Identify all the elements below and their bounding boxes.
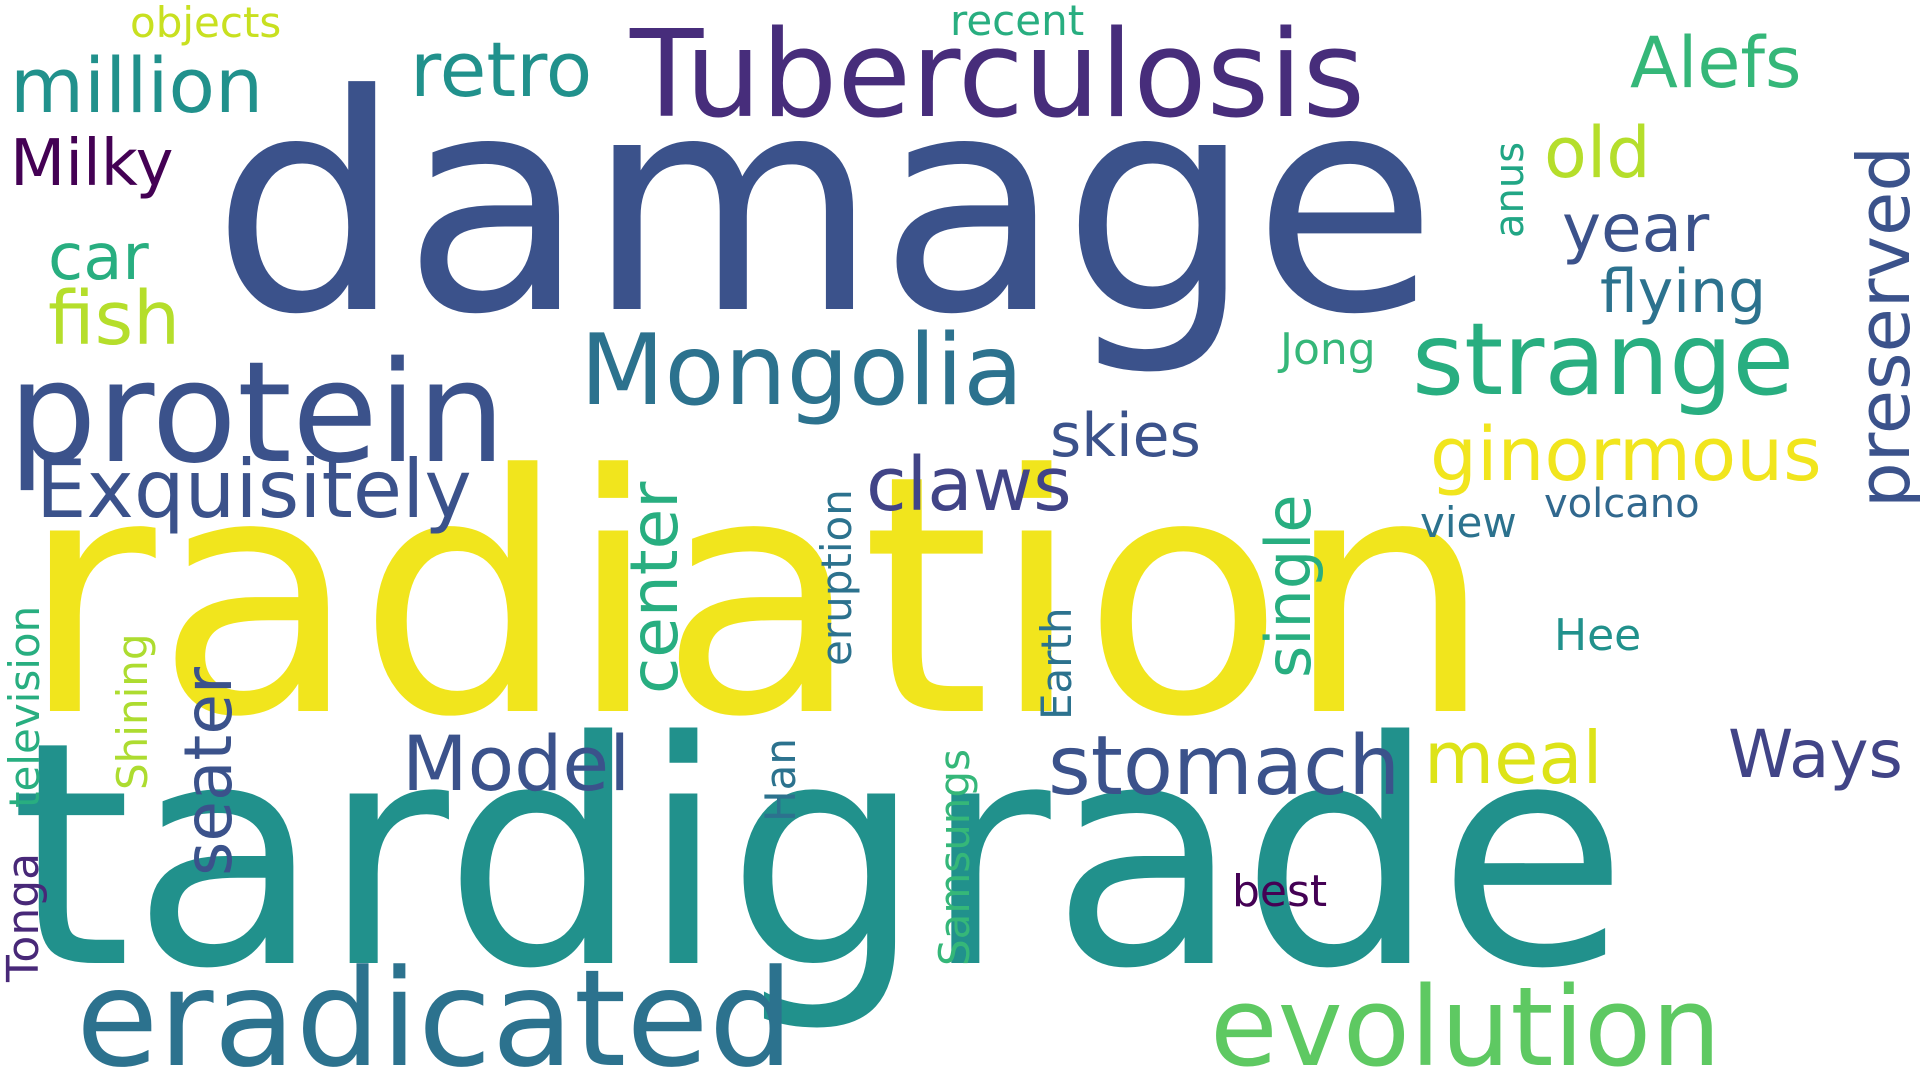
word-skies: skies	[1050, 401, 1201, 471]
word-alefs: Alefs	[1630, 22, 1802, 104]
word-samsungs: Samsungs	[930, 749, 979, 966]
word-jong: Jong	[1280, 324, 1376, 375]
word-old: old	[1544, 112, 1651, 194]
word-view: view	[1420, 498, 1517, 547]
word-protein: protein	[8, 332, 506, 495]
word-flying: flying	[1600, 257, 1767, 327]
word-television: television	[0, 605, 49, 808]
word-ginormous: ginormous	[1430, 412, 1822, 498]
word-evolution: evolution	[1210, 963, 1722, 1080]
word-single: single	[1252, 494, 1325, 678]
word-earth: Earth	[1032, 607, 1081, 720]
word-fish: fish	[48, 276, 181, 362]
word-meal: meal	[1424, 716, 1603, 800]
word-model: Model	[402, 719, 631, 808]
word-hee: Hee	[1554, 610, 1642, 661]
word-retro: retro	[410, 25, 593, 114]
word-milky: Milky	[10, 127, 174, 201]
word-center: center	[616, 481, 693, 694]
word-han: Han	[756, 738, 805, 822]
word-claws: claws	[866, 442, 1072, 528]
word-car: car	[48, 221, 149, 295]
word-objects: objects	[130, 0, 282, 47]
word-tuberculosis: Tuberculosis	[630, 6, 1365, 145]
word-best: best	[1232, 866, 1328, 917]
word-anus: anus	[1487, 141, 1533, 238]
word-million: million	[10, 41, 264, 130]
word-eruption: eruption	[812, 489, 861, 666]
word-year: year	[1562, 190, 1710, 267]
word-recent: recent	[950, 0, 1085, 45]
word-strange: strange	[1412, 301, 1795, 418]
word-tonga: Tonga	[0, 852, 49, 982]
word-exquisitely: Exquisitely	[36, 443, 472, 536]
word-radiation: radiation	[20, 405, 1494, 789]
word-mongolia: Mongolia	[580, 314, 1024, 428]
word-preserved: preserved	[1842, 145, 1920, 508]
word-stomach: stomach	[1048, 719, 1401, 814]
word-shining: Shining	[108, 633, 157, 790]
word-seater: seater	[170, 666, 247, 876]
word-eradicated: eradicated	[76, 941, 794, 1080]
word-volcano: volcano	[1544, 481, 1700, 527]
word-ways: Ways	[1728, 716, 1903, 793]
word-damage: damage	[212, 31, 1438, 380]
word-tardigrade: tardigrade	[10, 676, 1629, 1037]
